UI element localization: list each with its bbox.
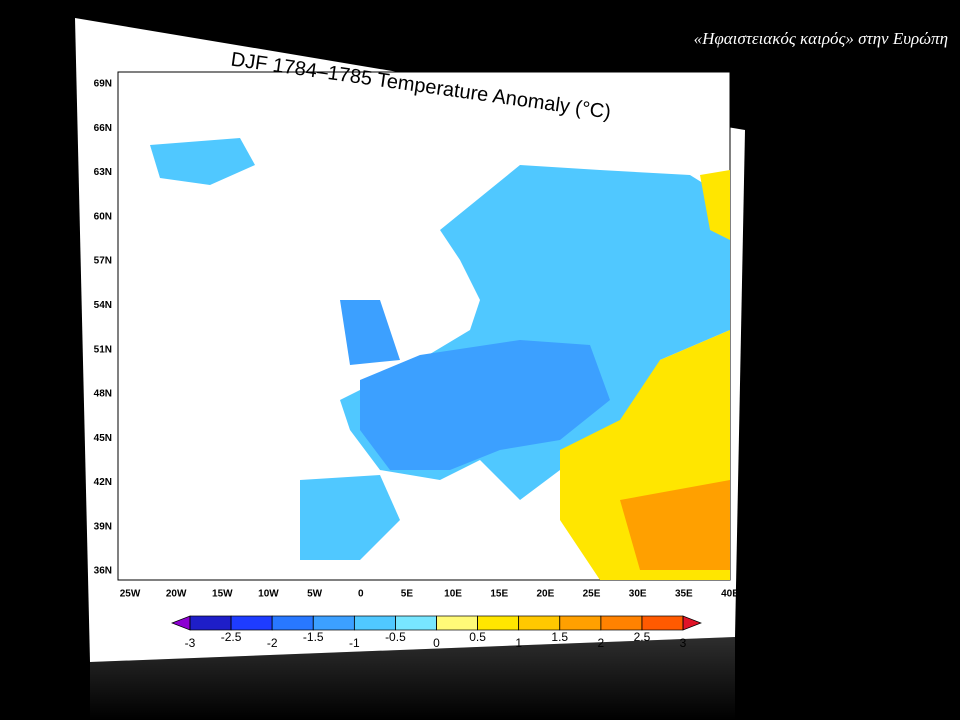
lon-label: 10W: [258, 589, 279, 600]
lon-label: 5W: [307, 589, 323, 600]
colorbar-label: 0: [433, 636, 440, 650]
iceland: [150, 138, 255, 185]
iberia: [300, 475, 400, 560]
reflection: [90, 637, 735, 720]
lon-label: 20W: [166, 589, 187, 600]
colorbar-label: 3: [680, 636, 687, 650]
lon-label: 10E: [444, 589, 462, 600]
lon-label: 40E: [721, 589, 739, 600]
lat-label: 57N: [94, 256, 112, 267]
colorbar-segment: [641, 615, 684, 631]
colorbar-segment: [312, 615, 355, 631]
lon-label: 30E: [629, 589, 647, 600]
colorbar-segment: [436, 615, 478, 631]
colorbar-label: -2.5: [221, 630, 242, 644]
colorbar-segment: [271, 615, 314, 631]
lon-label: 5E: [401, 589, 414, 600]
colorbar-segment: [518, 615, 561, 631]
colorbar-label: 0.5: [469, 630, 486, 644]
britain: [340, 300, 400, 365]
lon-label: 35E: [675, 589, 693, 600]
lat-label: 54N: [94, 300, 112, 311]
central-cold: [360, 340, 610, 470]
lat-label: 66N: [94, 123, 112, 134]
anatolia: [620, 480, 730, 570]
colorbar-label: -1.5: [303, 630, 324, 644]
colorbar-segment: [353, 615, 396, 631]
colorbar-label: 1.5: [551, 630, 568, 644]
colorbar-label: -2: [267, 636, 278, 650]
lon-label: 0: [358, 589, 364, 600]
map: DJF 1784–1785 Temperature Anomaly (°C): [117, 48, 731, 581]
lat-label: 36N: [94, 566, 112, 577]
lon-label: 20E: [536, 589, 554, 600]
colorbar-segment: [559, 615, 602, 631]
north-east: [700, 170, 730, 240]
lat-label: 48N: [94, 389, 112, 400]
lat-label: 51N: [94, 344, 112, 355]
lat-label: 60N: [94, 211, 112, 222]
colorbar-segment: [189, 615, 232, 631]
colorbar-segment: [395, 615, 437, 631]
slide-title: «Ηφαιστειακός καιρός» στην Ευρώπη: [694, 29, 948, 48]
colorbar-label: 2: [597, 636, 604, 650]
lat-label: 39N: [94, 521, 112, 532]
lat-label: 45N: [94, 433, 112, 444]
lat-label: 42N: [94, 477, 112, 488]
colorbar-label: -3: [185, 636, 196, 650]
lon-label: 15E: [490, 589, 508, 600]
lat-label: 63N: [94, 167, 112, 178]
lon-label: 15W: [212, 589, 233, 600]
colorbar-label: -1: [349, 636, 360, 650]
colorbar-segment: [230, 615, 273, 631]
colorbar-segment: [600, 615, 643, 631]
colorbar-label: 1: [515, 636, 522, 650]
colorbar-segment: [477, 615, 520, 631]
lat-label: 69N: [94, 79, 112, 90]
lon-label: 25W: [120, 589, 141, 600]
lon-label: 25E: [583, 589, 601, 600]
colorbar-label: 2.5: [634, 630, 651, 644]
colorbar-label: -0.5: [385, 630, 406, 644]
